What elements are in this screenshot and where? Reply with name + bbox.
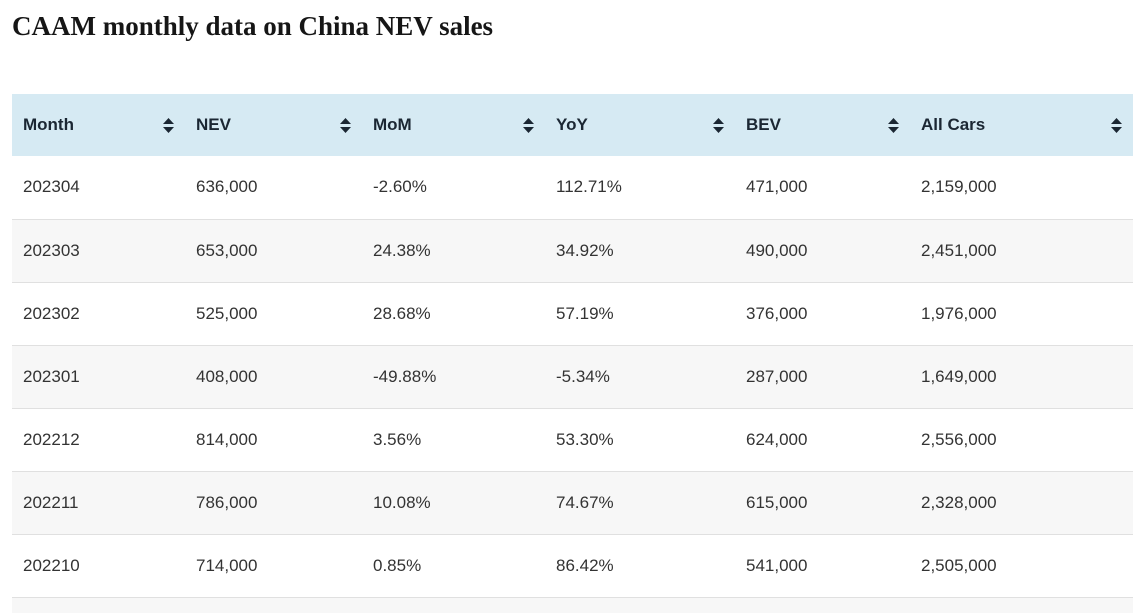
- sort-arrows-icon[interactable]: [163, 117, 174, 133]
- cell-bev: 624,000: [735, 408, 910, 472]
- column-header-label: MoM: [373, 115, 412, 134]
- table-row: 202301 408,000 -49.88% -5.34% 287,000 1,…: [12, 345, 1133, 409]
- table-row: 202211 786,000 10.08% 74.67% 615,000 2,3…: [12, 471, 1133, 535]
- cell-nev: [185, 597, 362, 613]
- column-header-bev[interactable]: BEV: [735, 94, 910, 156]
- table-body: 202304 636,000 -2.60% 112.71% 471,000 2,…: [12, 156, 1133, 613]
- column-header-label: NEV: [196, 115, 231, 134]
- cell-mom: 0.85%: [362, 534, 545, 598]
- cell-nev: 653,000: [185, 219, 362, 283]
- cell-month: 202210: [12, 534, 185, 598]
- nev-sales-table: Month NEV MoM: [12, 94, 1133, 613]
- cell-bev: 615,000: [735, 471, 910, 535]
- cell-nev: 408,000: [185, 345, 362, 409]
- cell-bev: 541,000: [735, 534, 910, 598]
- cell-mom: 24.38%: [362, 219, 545, 283]
- cell-mom: 10.08%: [362, 471, 545, 535]
- cell-yoy: 57.19%: [545, 282, 735, 346]
- nev-sales-table-container: Month NEV MoM: [12, 94, 1133, 613]
- cell-mom: [362, 597, 545, 613]
- cell-yoy: -5.34%: [545, 345, 735, 409]
- cell-bev: 287,000: [735, 345, 910, 409]
- cell-bev: [735, 597, 910, 613]
- column-header-label: Month: [23, 115, 74, 134]
- cell-month: 202304: [12, 156, 185, 220]
- column-header-label: YoY: [556, 115, 588, 134]
- table-row: 202303 653,000 24.38% 34.92% 490,000 2,4…: [12, 219, 1133, 283]
- column-header-yoy[interactable]: YoY: [545, 94, 735, 156]
- cell-all-cars: [910, 597, 1133, 613]
- cell-yoy: 53.30%: [545, 408, 735, 472]
- table-header-row: Month NEV MoM: [12, 94, 1133, 156]
- cell-nev: 814,000: [185, 408, 362, 472]
- sort-arrows-icon[interactable]: [713, 117, 724, 133]
- cell-bev: 490,000: [735, 219, 910, 283]
- cell-all-cars: 2,505,000: [910, 534, 1133, 598]
- cell-yoy: [545, 597, 735, 613]
- sort-arrows-icon[interactable]: [1111, 117, 1122, 133]
- cell-all-cars: 2,328,000: [910, 471, 1133, 535]
- cell-all-cars: 2,159,000: [910, 156, 1133, 220]
- cell-month: 202301: [12, 345, 185, 409]
- column-header-mom[interactable]: MoM: [362, 94, 545, 156]
- cell-mom: -49.88%: [362, 345, 545, 409]
- cell-mom: 28.68%: [362, 282, 545, 346]
- cell-all-cars: 1,976,000: [910, 282, 1133, 346]
- cell-nev: 786,000: [185, 471, 362, 535]
- cell-mom: -2.60%: [362, 156, 545, 220]
- cell-month: [12, 597, 185, 613]
- sort-arrows-icon[interactable]: [888, 117, 899, 133]
- table-row-partial: [12, 597, 1133, 613]
- table-row: 202212 814,000 3.56% 53.30% 624,000 2,55…: [12, 408, 1133, 472]
- cell-nev: 525,000: [185, 282, 362, 346]
- cell-bev: 471,000: [735, 156, 910, 220]
- sort-arrows-icon[interactable]: [523, 117, 534, 133]
- column-header-month[interactable]: Month: [12, 94, 185, 156]
- column-header-all-cars[interactable]: All Cars: [910, 94, 1133, 156]
- cell-yoy: 74.67%: [545, 471, 735, 535]
- cell-yoy: 86.42%: [545, 534, 735, 598]
- cell-bev: 376,000: [735, 282, 910, 346]
- cell-all-cars: 1,649,000: [910, 345, 1133, 409]
- cell-nev: 714,000: [185, 534, 362, 598]
- cell-yoy: 34.92%: [545, 219, 735, 283]
- sort-arrows-icon[interactable]: [340, 117, 351, 133]
- column-header-label: BEV: [746, 115, 781, 134]
- table-row: 202210 714,000 0.85% 86.42% 541,000 2,50…: [12, 534, 1133, 598]
- page-title: CAAM monthly data on China NEV sales: [12, 11, 494, 41]
- cell-mom: 3.56%: [362, 408, 545, 472]
- cell-month: 202302: [12, 282, 185, 346]
- cell-month: 202211: [12, 471, 185, 535]
- column-header-nev[interactable]: NEV: [185, 94, 362, 156]
- column-header-label: All Cars: [921, 115, 986, 134]
- table-row: 202302 525,000 28.68% 57.19% 376,000 1,9…: [12, 282, 1133, 346]
- table-header: Month NEV MoM: [12, 94, 1133, 156]
- table-row: 202304 636,000 -2.60% 112.71% 471,000 2,…: [12, 156, 1133, 220]
- cell-month: 202303: [12, 219, 185, 283]
- cell-yoy: 112.71%: [545, 156, 735, 220]
- cell-all-cars: 2,556,000: [910, 408, 1133, 472]
- cell-month: 202212: [12, 408, 185, 472]
- cell-nev: 636,000: [185, 156, 362, 220]
- cell-all-cars: 2,451,000: [910, 219, 1133, 283]
